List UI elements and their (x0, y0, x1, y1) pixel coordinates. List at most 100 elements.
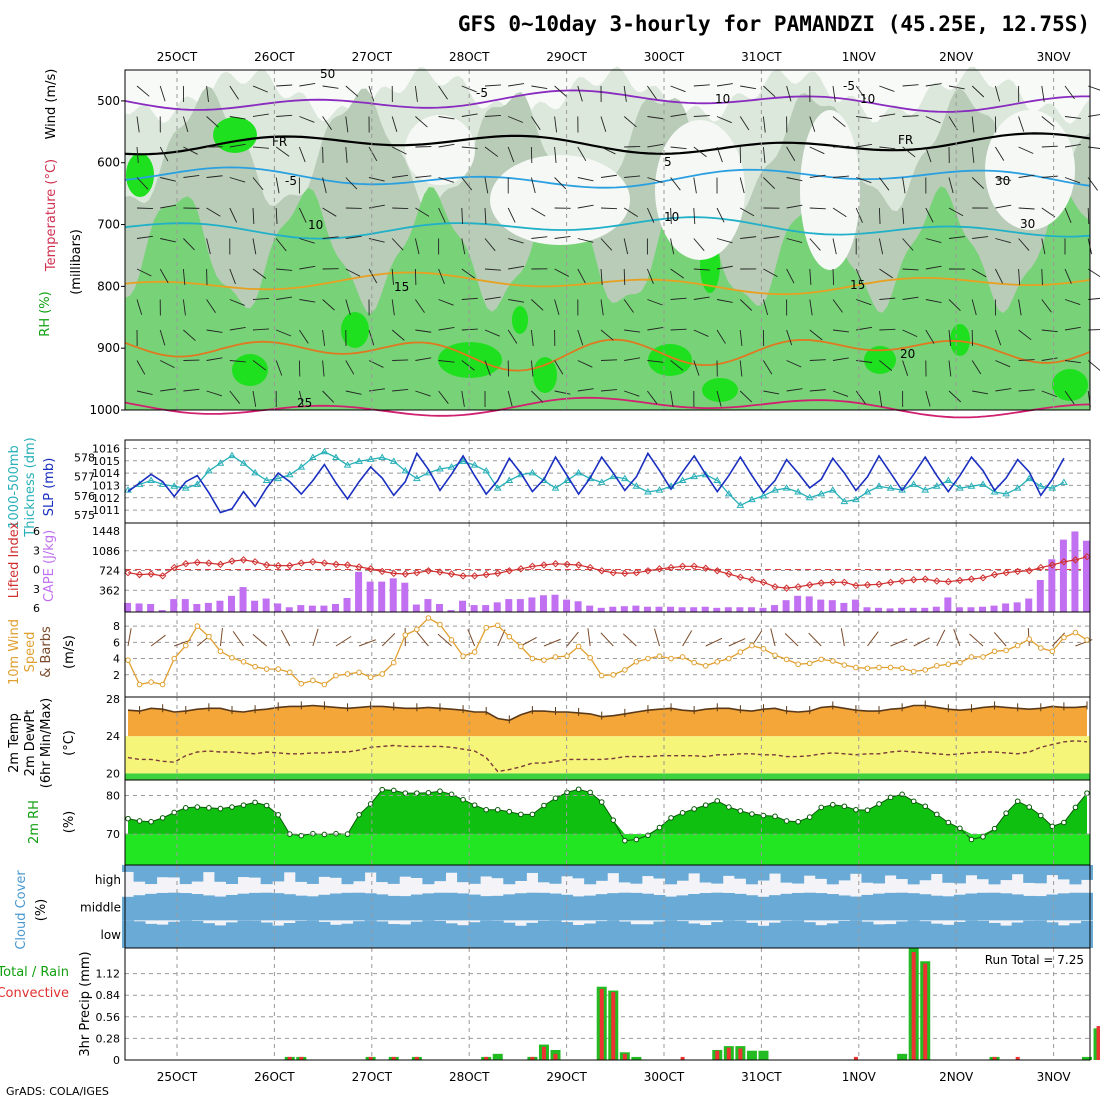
cloud-bar (977, 865, 990, 880)
wind-barb (206, 299, 216, 314)
wind-barb-10m (150, 634, 166, 647)
li-marker (1002, 569, 1010, 577)
rh-marker (1072, 804, 1079, 811)
y-tick-label: 1011 (92, 504, 120, 517)
cloud-bar (260, 922, 273, 948)
cape-bar (366, 581, 374, 612)
wind-barb (136, 85, 150, 97)
wind-barb (693, 329, 709, 337)
cloud-bar (930, 895, 943, 921)
precip-total-bar (631, 1056, 642, 1060)
rh-surface-strip (125, 404, 1090, 410)
cloud-bar (457, 865, 470, 883)
li-marker (840, 578, 849, 587)
wind-barb (507, 329, 518, 344)
wind-barb (229, 360, 246, 363)
cloud-bar (769, 865, 782, 874)
cloud-bar (341, 923, 354, 948)
cape-bar (817, 599, 825, 612)
cloud-bar (445, 923, 458, 948)
cloud-bar (780, 893, 793, 921)
wind-barb (994, 268, 1003, 284)
cape-bar (1048, 559, 1056, 612)
y-tick-label: 1000 (89, 403, 120, 417)
wind-barb (971, 360, 982, 375)
thickness-marker (840, 497, 849, 505)
cloud-bar (202, 895, 215, 921)
wind-barb (786, 204, 803, 209)
cape-bar (1071, 531, 1079, 612)
cape-bar (308, 605, 316, 612)
rh-marker (125, 815, 131, 822)
wind-barb (972, 236, 989, 239)
wind-barb (948, 207, 964, 217)
wind-speed-marker (483, 624, 489, 631)
rh-marker (471, 802, 478, 808)
cloud-bar (873, 865, 886, 884)
wind-barb (252, 238, 257, 255)
wind-barb (763, 360, 773, 375)
contour-label: -5 (285, 174, 297, 188)
wind-barb (554, 235, 571, 239)
contour-label: 30 (995, 174, 1010, 188)
li-marker (286, 561, 294, 570)
cloud-bar (225, 894, 238, 921)
rh-marker (1061, 819, 1067, 826)
contour-label: 25 (297, 396, 312, 410)
cloud-bar (549, 920, 562, 948)
wind-barb-10m (566, 631, 579, 647)
cloud-bar (480, 896, 493, 921)
cloud-bar (919, 865, 932, 881)
wind-barb (600, 146, 616, 155)
cape-bar (516, 599, 524, 612)
wind-barb (438, 268, 445, 285)
cloud-bar (376, 921, 389, 948)
wind-barb (855, 85, 866, 100)
rh-high-blob (648, 344, 692, 376)
thickness-marker (990, 488, 999, 495)
cloud-bar (792, 865, 805, 884)
li-marker (343, 561, 352, 569)
wind-barb (1041, 390, 1057, 398)
rh-marker (182, 805, 189, 811)
rh-dry-pocket (985, 110, 1075, 230)
li-tick-label: 3 (33, 583, 40, 596)
wind-barb (995, 204, 1012, 209)
cloud-bar (757, 865, 770, 881)
contour-label: 10 (860, 92, 875, 106)
thickness-marker (228, 451, 236, 459)
cloud-bar (318, 921, 331, 948)
precip-total-bar (897, 1053, 908, 1060)
wind-barb (577, 177, 594, 182)
cloud-bar (549, 865, 562, 884)
cloud-bar (919, 894, 932, 921)
thickness-marker (204, 466, 213, 474)
cloud-bar (364, 920, 377, 948)
wind-barb (600, 299, 604, 316)
wind-barb (531, 299, 544, 311)
wind-barb (856, 177, 872, 184)
cloud-bar (283, 894, 296, 921)
wind-barb-10m (953, 628, 961, 647)
cape-bar (193, 603, 201, 612)
li-marker (517, 565, 525, 573)
wind-barb (1041, 299, 1052, 313)
wind-barb (206, 116, 219, 128)
cloud-bar (711, 922, 724, 948)
cloud-bar (145, 865, 158, 885)
wind-speed-marker (691, 659, 697, 666)
cape-bar (620, 606, 628, 612)
cloud-bar (896, 892, 909, 921)
wind-barb (299, 116, 315, 123)
rh-marker (922, 803, 929, 810)
y-tick-label: 600 (97, 156, 120, 170)
wind-speed-marker (182, 642, 189, 649)
li-marker (805, 581, 814, 589)
wind-barb (322, 177, 327, 194)
cloud-level-label: low (101, 928, 122, 942)
wind-label-b: Speed (23, 632, 38, 673)
wind-barb (902, 238, 914, 251)
li-marker (875, 580, 883, 588)
cloud-bar (1046, 922, 1059, 948)
wind-barb (623, 299, 634, 313)
